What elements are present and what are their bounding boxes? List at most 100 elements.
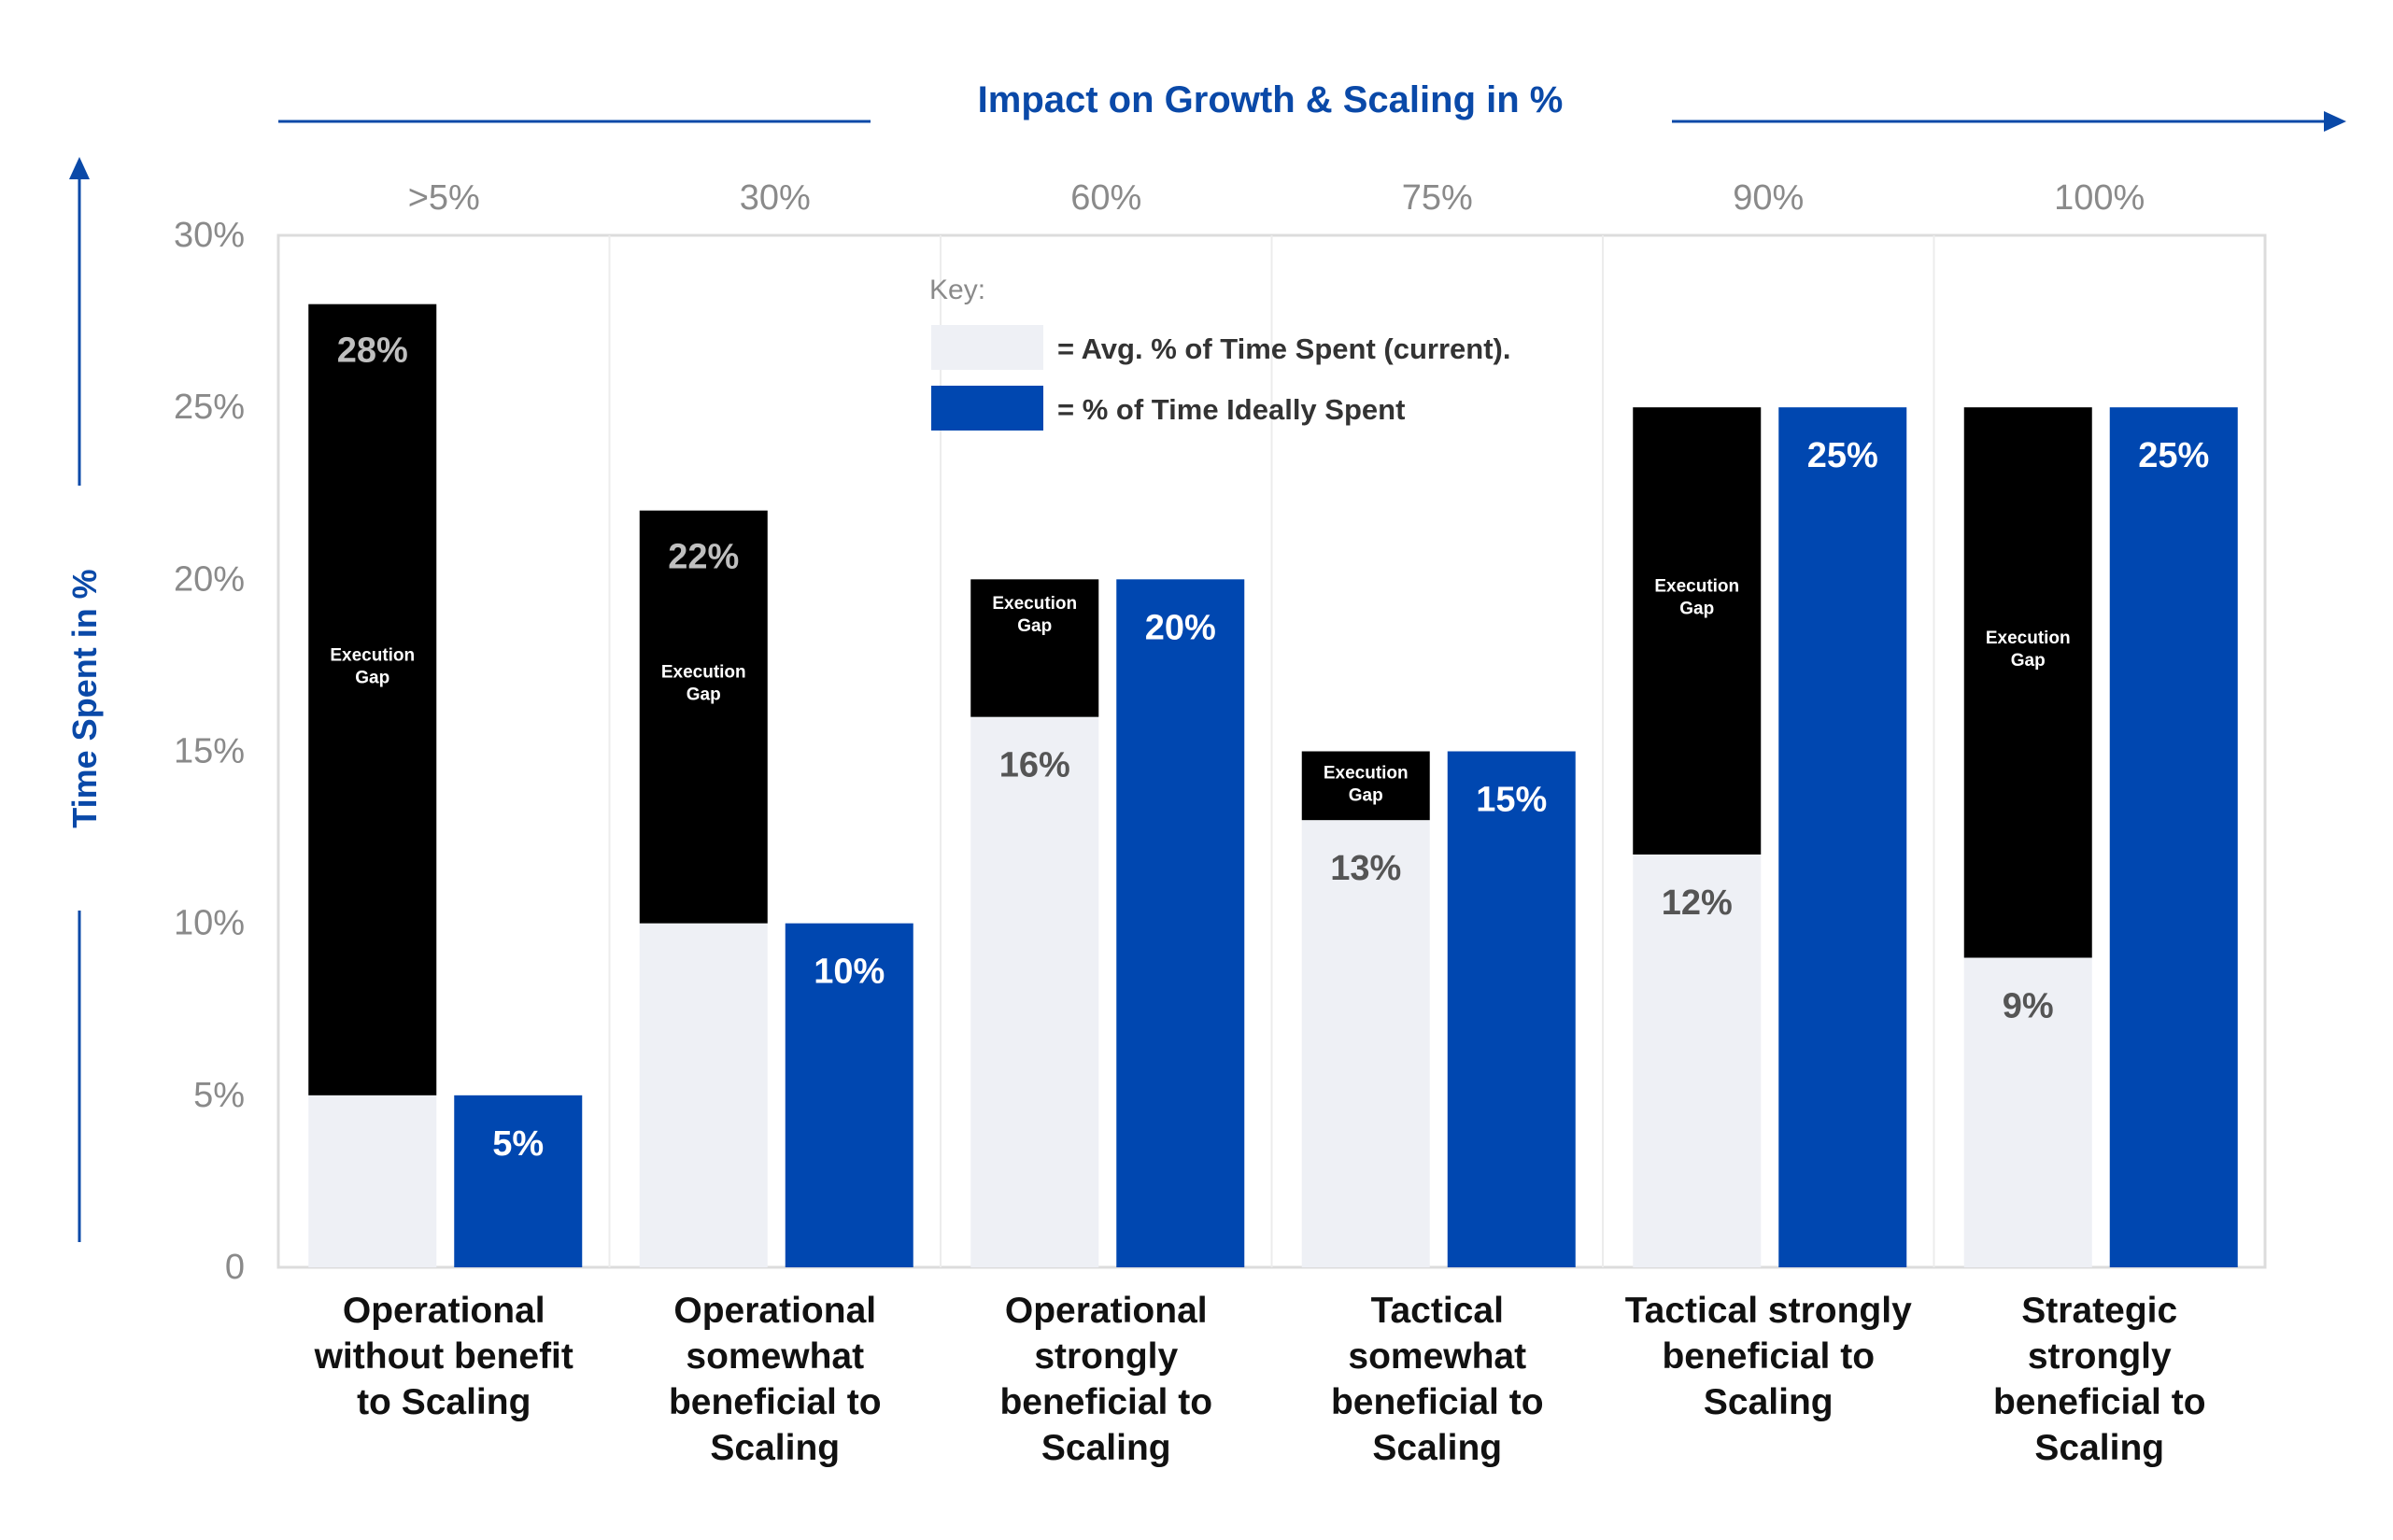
- execution-gap-label: Execution Gap: [992, 594, 1077, 636]
- category-label-line: somewhat: [686, 1336, 864, 1377]
- bar-execution-gap: [1963, 407, 2092, 958]
- category-label-line: Scaling: [1372, 1428, 1502, 1468]
- category-label-line: Scaling: [1704, 1382, 1834, 1422]
- execution-gap-label-line: Gap: [2011, 651, 2046, 671]
- bar-execution-gap: [1301, 751, 1430, 821]
- category-label-line: to Scaling: [357, 1382, 531, 1422]
- category-label-line: beneficial to: [669, 1382, 882, 1422]
- category-label-line: without benefit: [314, 1336, 573, 1377]
- execution-gap-label-line: Gap: [1679, 600, 1714, 619]
- bar-ideal: [1116, 579, 1245, 1267]
- bar-execution-gap: [639, 510, 768, 924]
- category-label-line: Scaling: [2034, 1428, 2164, 1468]
- execution-gap-label-line: Gap: [355, 668, 389, 687]
- bar-current: [1633, 855, 1762, 1267]
- y-tick-label: 5%: [193, 1076, 245, 1115]
- labels: 0 5% 10% 15% 20% 25% 30% >5% 30% 60% 75% 90% 100% Exe…: [174, 178, 2209, 1468]
- impact-label: >5%: [408, 178, 480, 218]
- category-label-line: Scaling: [710, 1428, 840, 1468]
- plot-frame: [276, 233, 2267, 1269]
- value-label-current: 12%: [1662, 883, 1733, 923]
- category-label-line: Tactical strongly: [1625, 1291, 1912, 1331]
- bar-ideal: [785, 923, 913, 1267]
- y-tick-label: 10%: [174, 904, 245, 943]
- execution-gap-label-line: Gap: [1349, 785, 1383, 805]
- legend-label-current: = Avg. % of Time Spent (current).: [1057, 332, 1510, 365]
- category-label-line: somewhat: [1348, 1336, 1526, 1377]
- impact-label: 100%: [2054, 178, 2145, 218]
- execution-gap-label-line: Execution: [1654, 577, 1739, 597]
- execution-gap-label: Execution Gap: [1324, 763, 1409, 805]
- y-tick-label: 15%: [174, 732, 245, 771]
- execution-gap-label-line: Execution: [1324, 763, 1409, 783]
- bar-ideal: [1447, 751, 1576, 1267]
- legend-title: Key:: [929, 275, 985, 305]
- legend-label-ideal: = % of Time Ideally Spent: [1057, 393, 1405, 426]
- execution-gap-label: Execution Gap: [1654, 577, 1739, 619]
- value-label-ideal: 10%: [814, 953, 885, 992]
- category-label-line: beneficial to: [1662, 1336, 1875, 1377]
- bar-current: [1301, 820, 1430, 1267]
- execution-gap-label-line: Gap: [687, 685, 721, 705]
- category-label-line: beneficial to: [1993, 1382, 2206, 1422]
- execution-gap-label-line: Execution: [992, 594, 1077, 614]
- impact-label: 30%: [740, 178, 811, 218]
- execution-gap-label-line: Execution: [330, 645, 415, 665]
- category-label-line: Operational: [673, 1291, 876, 1331]
- bar-current: [1963, 957, 2092, 1267]
- category-label-line: Tactical: [1371, 1291, 1504, 1331]
- up-arrow-head-icon: [69, 157, 90, 179]
- right-arrow-head-icon: [2324, 111, 2346, 132]
- legend: Key: = Avg. % of Time Spent (current). =…: [929, 275, 1510, 431]
- category-label: Strategic strongly beneficial to Scaling: [1993, 1291, 2206, 1468]
- category-label-line: strongly: [1034, 1336, 1178, 1377]
- bar-execution-gap: [970, 579, 1099, 717]
- category-label: Operational somewhat beneficial to Scaling: [669, 1291, 882, 1468]
- value-label-current: 9%: [2003, 987, 2054, 1026]
- category-label-line: Strategic: [2021, 1291, 2177, 1331]
- value-label-ideal: 15%: [1476, 781, 1547, 820]
- execution-gap-label-line: Execution: [1986, 629, 2071, 648]
- legend-swatch-current: [931, 325, 1043, 370]
- value-label-gap-top: 22%: [668, 538, 739, 577]
- bar-ideal: [454, 1095, 583, 1267]
- y-tick-label: 30%: [174, 216, 245, 255]
- value-label-ideal: 25%: [1807, 436, 1878, 475]
- bar-current: [308, 1095, 437, 1267]
- value-label-gap-top: 28%: [337, 332, 408, 371]
- category-label-line: Operational: [343, 1291, 545, 1331]
- execution-gap-label: Execution Gap: [1986, 629, 2071, 671]
- value-label-ideal: 25%: [2138, 436, 2209, 475]
- category-label-line: beneficial to: [999, 1382, 1212, 1422]
- category-label: Operational without benefit to Scaling: [314, 1291, 573, 1422]
- execution-gap-label-line: Execution: [661, 663, 746, 683]
- y-axis-label: Time Spent in %: [65, 569, 104, 827]
- bar-execution-gap: [308, 304, 437, 1095]
- bar-current: [970, 716, 1099, 1267]
- chart-title: Impact on Growth & Scaling in %: [978, 79, 1564, 120]
- value-label-current: 13%: [1330, 849, 1401, 888]
- value-label-current: 16%: [999, 746, 1070, 785]
- bar-current: [639, 923, 768, 1267]
- category-label-line: strongly: [2028, 1336, 2172, 1377]
- y-tick-label: 20%: [174, 559, 245, 599]
- category-label: Tactical somewhat beneficial to Scaling: [1331, 1291, 1544, 1468]
- category-label: Tactical strongly beneficial to Scaling: [1625, 1291, 1912, 1422]
- bar-ideal: [2109, 407, 2238, 1268]
- y-tick-label: 0: [225, 1248, 245, 1287]
- impact-label: 90%: [1733, 178, 1804, 218]
- category-label-line: Operational: [1005, 1291, 1208, 1331]
- execution-gap-label: Execution Gap: [661, 663, 746, 705]
- legend-swatch-ideal: [931, 386, 1043, 431]
- category-label-line: Scaling: [1041, 1428, 1171, 1468]
- value-label-ideal: 5%: [492, 1124, 544, 1164]
- y-tick-label: 25%: [174, 388, 245, 427]
- impact-label: 60%: [1070, 178, 1141, 218]
- bars: [308, 304, 2238, 1268]
- category-label: Operational strongly beneficial to Scaling: [999, 1291, 1212, 1468]
- bar-ideal: [1778, 407, 1907, 1268]
- category-label-line: beneficial to: [1331, 1382, 1544, 1422]
- execution-gap-label-line: Gap: [1017, 616, 1052, 636]
- execution-gap-label: Execution Gap: [330, 645, 415, 687]
